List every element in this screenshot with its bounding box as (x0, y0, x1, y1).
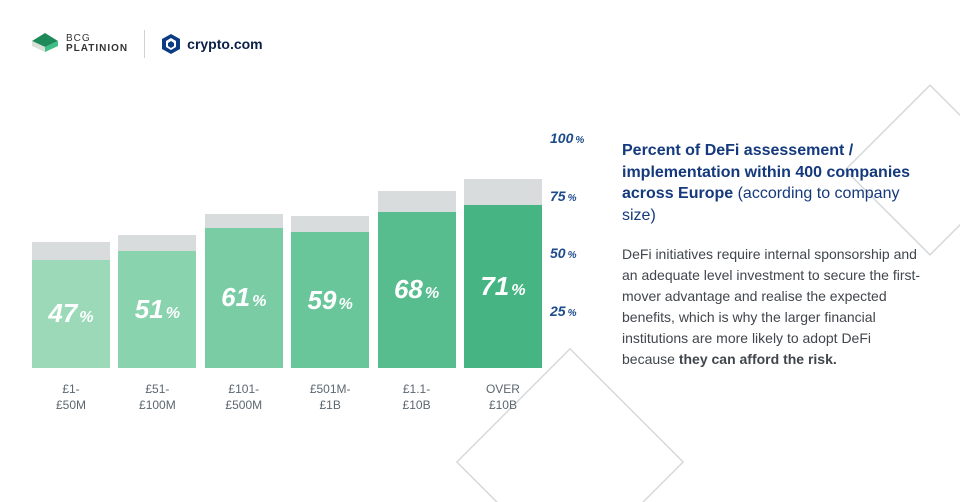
bar-fg: 59% (291, 232, 369, 368)
chart-body: DeFi initiatives require internal sponso… (622, 244, 922, 370)
bar-col-0: 47% (32, 138, 110, 368)
chart-x-axis: £1-£50M £51-£100M £101-£500M £501M-£1B £1.1-… (32, 382, 542, 413)
body-pre: DeFi initiatives require internal sponso… (622, 246, 920, 367)
x-category: OVER£10B (464, 382, 542, 413)
bar-fg: 61% (205, 228, 283, 368)
bar-col-4: 68% (378, 138, 456, 368)
bar-value-label: 71% (480, 271, 525, 302)
body-bold: they can afford the risk. (679, 351, 837, 367)
crypto-hex-icon (161, 33, 181, 55)
bar-value-label: 51% (135, 294, 180, 325)
bar-value-label: 59% (308, 285, 353, 316)
x-category: £1-£50M (32, 382, 110, 413)
x-category: £501M-£1B (291, 382, 369, 413)
bar-value-label: 47% (48, 298, 93, 329)
logo-bcg-platinion: BCG PLATINION (32, 33, 128, 55)
chart-y-axis: 100% 75% 50% 25% (550, 128, 610, 383)
bar-col-2: 61% (205, 138, 283, 368)
y-tick: 75% (550, 188, 576, 204)
crypto-text: crypto.com (187, 36, 262, 52)
bar-col-5: 71% (464, 138, 542, 368)
header: BCG PLATINION crypto.com (32, 28, 263, 60)
x-category: £1.1-£10B (378, 382, 456, 413)
bcg-diamond-icon (32, 33, 58, 55)
bar-fg: 47% (32, 260, 110, 368)
x-category: £51-£100M (118, 382, 196, 413)
sidebar: Percent of DeFi assessement / implementa… (622, 140, 922, 370)
bar-value-label: 68% (394, 274, 439, 305)
y-tick: 25% (550, 303, 576, 319)
x-category: £101-£500M (205, 382, 283, 413)
bar-fg: 51% (118, 251, 196, 368)
defi-chart: 47%51%61%59%68%71% 100%75%50%25% £1-£50M… (32, 138, 600, 438)
logo-crypto-com: crypto.com (161, 33, 262, 55)
bcg-text-2: PLATINION (66, 44, 128, 55)
bar-col-3: 59% (291, 138, 369, 368)
bar-fg: 71% (464, 205, 542, 368)
y-tick: 100% (550, 130, 584, 146)
chart-title: Percent of DeFi assessement / implementa… (622, 140, 922, 226)
bar-value-label: 61% (221, 282, 266, 313)
bar-fg: 68% (378, 212, 456, 368)
bar-col-1: 51% (118, 138, 196, 368)
logo-separator (144, 30, 145, 58)
chart-plot: 47% 51% 61% 59% 68% 71% (32, 138, 542, 368)
y-tick: 50% (550, 245, 576, 261)
